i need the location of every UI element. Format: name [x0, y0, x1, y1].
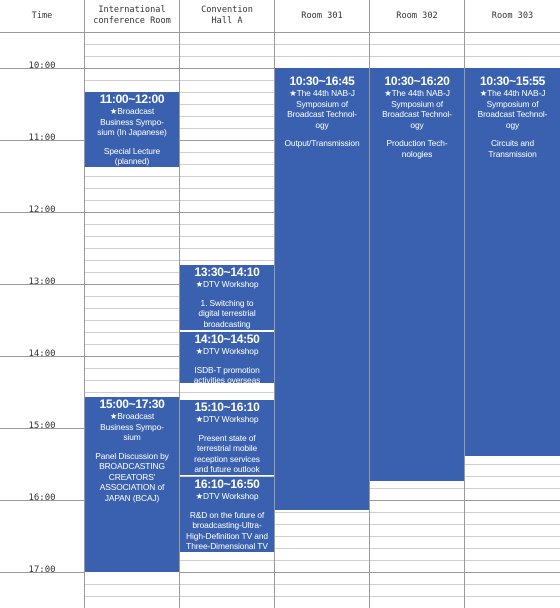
- time-label-16: 16:00: [28, 493, 56, 503]
- ten-minute-rule: [85, 536, 560, 537]
- session-title: ★The 44th NAB-J Symposium of Broadcast T…: [477, 88, 548, 130]
- session-time: 16:10~16:50: [194, 477, 260, 491]
- time-label-10: 10:00: [28, 61, 56, 71]
- session-time: 15:10~16:10: [194, 400, 260, 414]
- session-detail: 1. Switching to digital terrestrial broa…: [198, 297, 256, 329]
- session-hall-a-dtv-switching[interactable]: 13:30~14:10 ★DTV Workshop 1. Switching t…: [180, 265, 274, 331]
- session-time: 15:00~17:30: [99, 397, 165, 411]
- session-title: ★Broadcast Business Sympo- sium (In Japa…: [97, 106, 167, 137]
- ten-minute-rule: [85, 584, 560, 585]
- session-detail: Production Tech- nologies: [386, 138, 448, 159]
- session-title: ★DTV Workshop: [195, 346, 259, 356]
- hour-rule: [0, 572, 560, 573]
- header-room-international-conference: International conference Room: [93, 5, 171, 26]
- header-time: Time: [31, 10, 53, 21]
- session-intl-broadcast-business-panel[interactable]: 15:00~17:30 ★Broadcast Business Sympo- s…: [85, 397, 179, 573]
- session-room-302-nabj-production[interactable]: 10:30~16:20 ★The 44th NAB-J Symposium of…: [370, 68, 464, 482]
- header-divider: [0, 32, 560, 33]
- time-label-13: 13:00: [28, 277, 56, 287]
- session-detail: Output/Transmission: [284, 138, 360, 148]
- session-title: ★The 44th NAB-J Symposium of Broadcast T…: [287, 88, 357, 130]
- header-room-302: Room 302: [396, 10, 438, 21]
- session-title: ★Broadcast Business Sympo- sium: [100, 411, 164, 442]
- session-title: ★DTV Workshop: [195, 491, 259, 501]
- header-room-301: Room 301: [301, 10, 343, 21]
- ten-minute-rule: [85, 524, 560, 525]
- column-divider: [464, 0, 465, 608]
- session-detail: Special Lecture (planned): [103, 145, 161, 167]
- session-hall-a-dtv-mobile[interactable]: 15:10~16:10 ★DTV Workshop Present state …: [180, 400, 274, 476]
- ten-minute-rule: [85, 560, 560, 561]
- session-hall-a-dtv-isdbt[interactable]: 14:10~14:50 ★DTV Workshop ISDB-T promoti…: [180, 332, 274, 384]
- session-title: ★DTV Workshop: [195, 279, 259, 289]
- time-label-14: 14:00: [28, 349, 56, 359]
- session-title: ★The 44th NAB-J Symposium of Broadcast T…: [382, 88, 452, 130]
- session-title: ★DTV Workshop: [195, 414, 259, 424]
- time-label-11: 11:00: [28, 133, 56, 143]
- session-detail: ISDB-T promotion activities overseas: [193, 364, 261, 384]
- session-detail: Panel Discussion by BROADCASTING CREATOR…: [95, 450, 169, 503]
- header-room-303: Room 303: [491, 10, 534, 21]
- session-time: 10:30~16:20: [384, 74, 450, 88]
- session-intl-broadcast-business-lecture[interactable]: 11:00~12:00 ★Broadcast Business Sympo- s…: [85, 92, 179, 168]
- column-divider: [179, 0, 180, 608]
- session-time: 10:30~16:45: [289, 74, 355, 88]
- session-time: 10:30~15:55: [479, 74, 546, 88]
- column-divider: [84, 0, 85, 608]
- session-room-303-nabj-circuits[interactable]: 10:30~15:55 ★The 44th NAB-J Symposium of…: [465, 68, 560, 457]
- session-hall-a-dtv-uhdtv[interactable]: 16:10~16:50 ★DTV Workshop R&D on the fut…: [180, 477, 274, 553]
- time-label-15: 15:00: [28, 421, 56, 431]
- session-room-301-nabj-output-transmission[interactable]: 10:30~16:45 ★The 44th NAB-J Symposium of…: [275, 68, 369, 511]
- column-divider: [274, 0, 275, 608]
- header-room-convention-hall-a: Convention Hall A: [201, 5, 253, 26]
- time-label-17: 17:00: [28, 565, 56, 575]
- ten-minute-rule: [85, 56, 560, 57]
- session-detail: R&D on the future of broadcasting-Ultra-…: [186, 509, 268, 552]
- ten-minute-rule: [85, 44, 560, 45]
- session-detail: Circuits and Transmission: [488, 138, 537, 159]
- ten-minute-rule: [85, 596, 560, 597]
- session-time: 14:10~14:50: [194, 332, 260, 346]
- column-divider: [369, 0, 370, 608]
- session-time: 13:30~14:10: [194, 265, 260, 279]
- session-detail: Present state of terrestrial mobile rece…: [194, 432, 260, 475]
- session-time: 11:00~12:00: [99, 92, 165, 106]
- time-label-12: 12:00: [28, 205, 56, 215]
- ten-minute-rule: [85, 548, 560, 549]
- ten-minute-rule: [85, 512, 560, 513]
